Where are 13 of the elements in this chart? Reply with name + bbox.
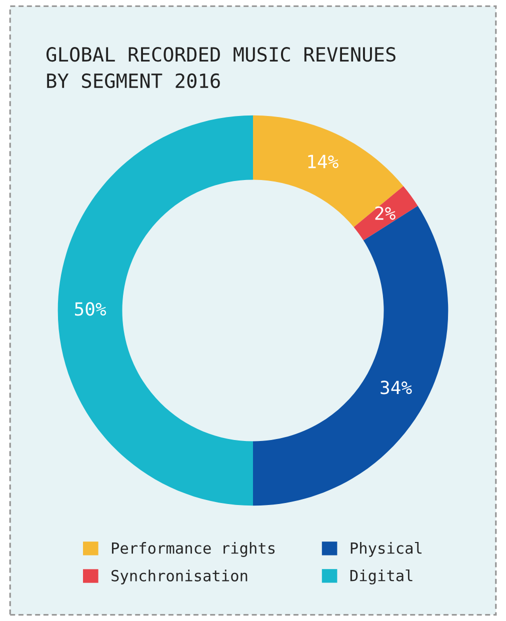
chart-title: GLOBAL RECORDED MUSIC REVENUES BY SEGMENT 2016 bbox=[46, 47, 396, 88]
data-label: 50% bbox=[74, 302, 106, 316]
donut-slice bbox=[253, 206, 448, 506]
data-label: 2% bbox=[375, 206, 396, 220]
data-label: 34% bbox=[380, 380, 412, 394]
legend-label: Digital bbox=[350, 569, 412, 584]
legend-label: Synchronisation bbox=[112, 570, 248, 584]
donut-slice bbox=[58, 115, 253, 506]
donut-slice bbox=[253, 115, 404, 228]
data-label: 14% bbox=[308, 154, 338, 168]
legend-label: Performance rights bbox=[112, 542, 275, 557]
donut-slice bbox=[354, 186, 418, 240]
legend-label: Physical bbox=[350, 542, 422, 557]
